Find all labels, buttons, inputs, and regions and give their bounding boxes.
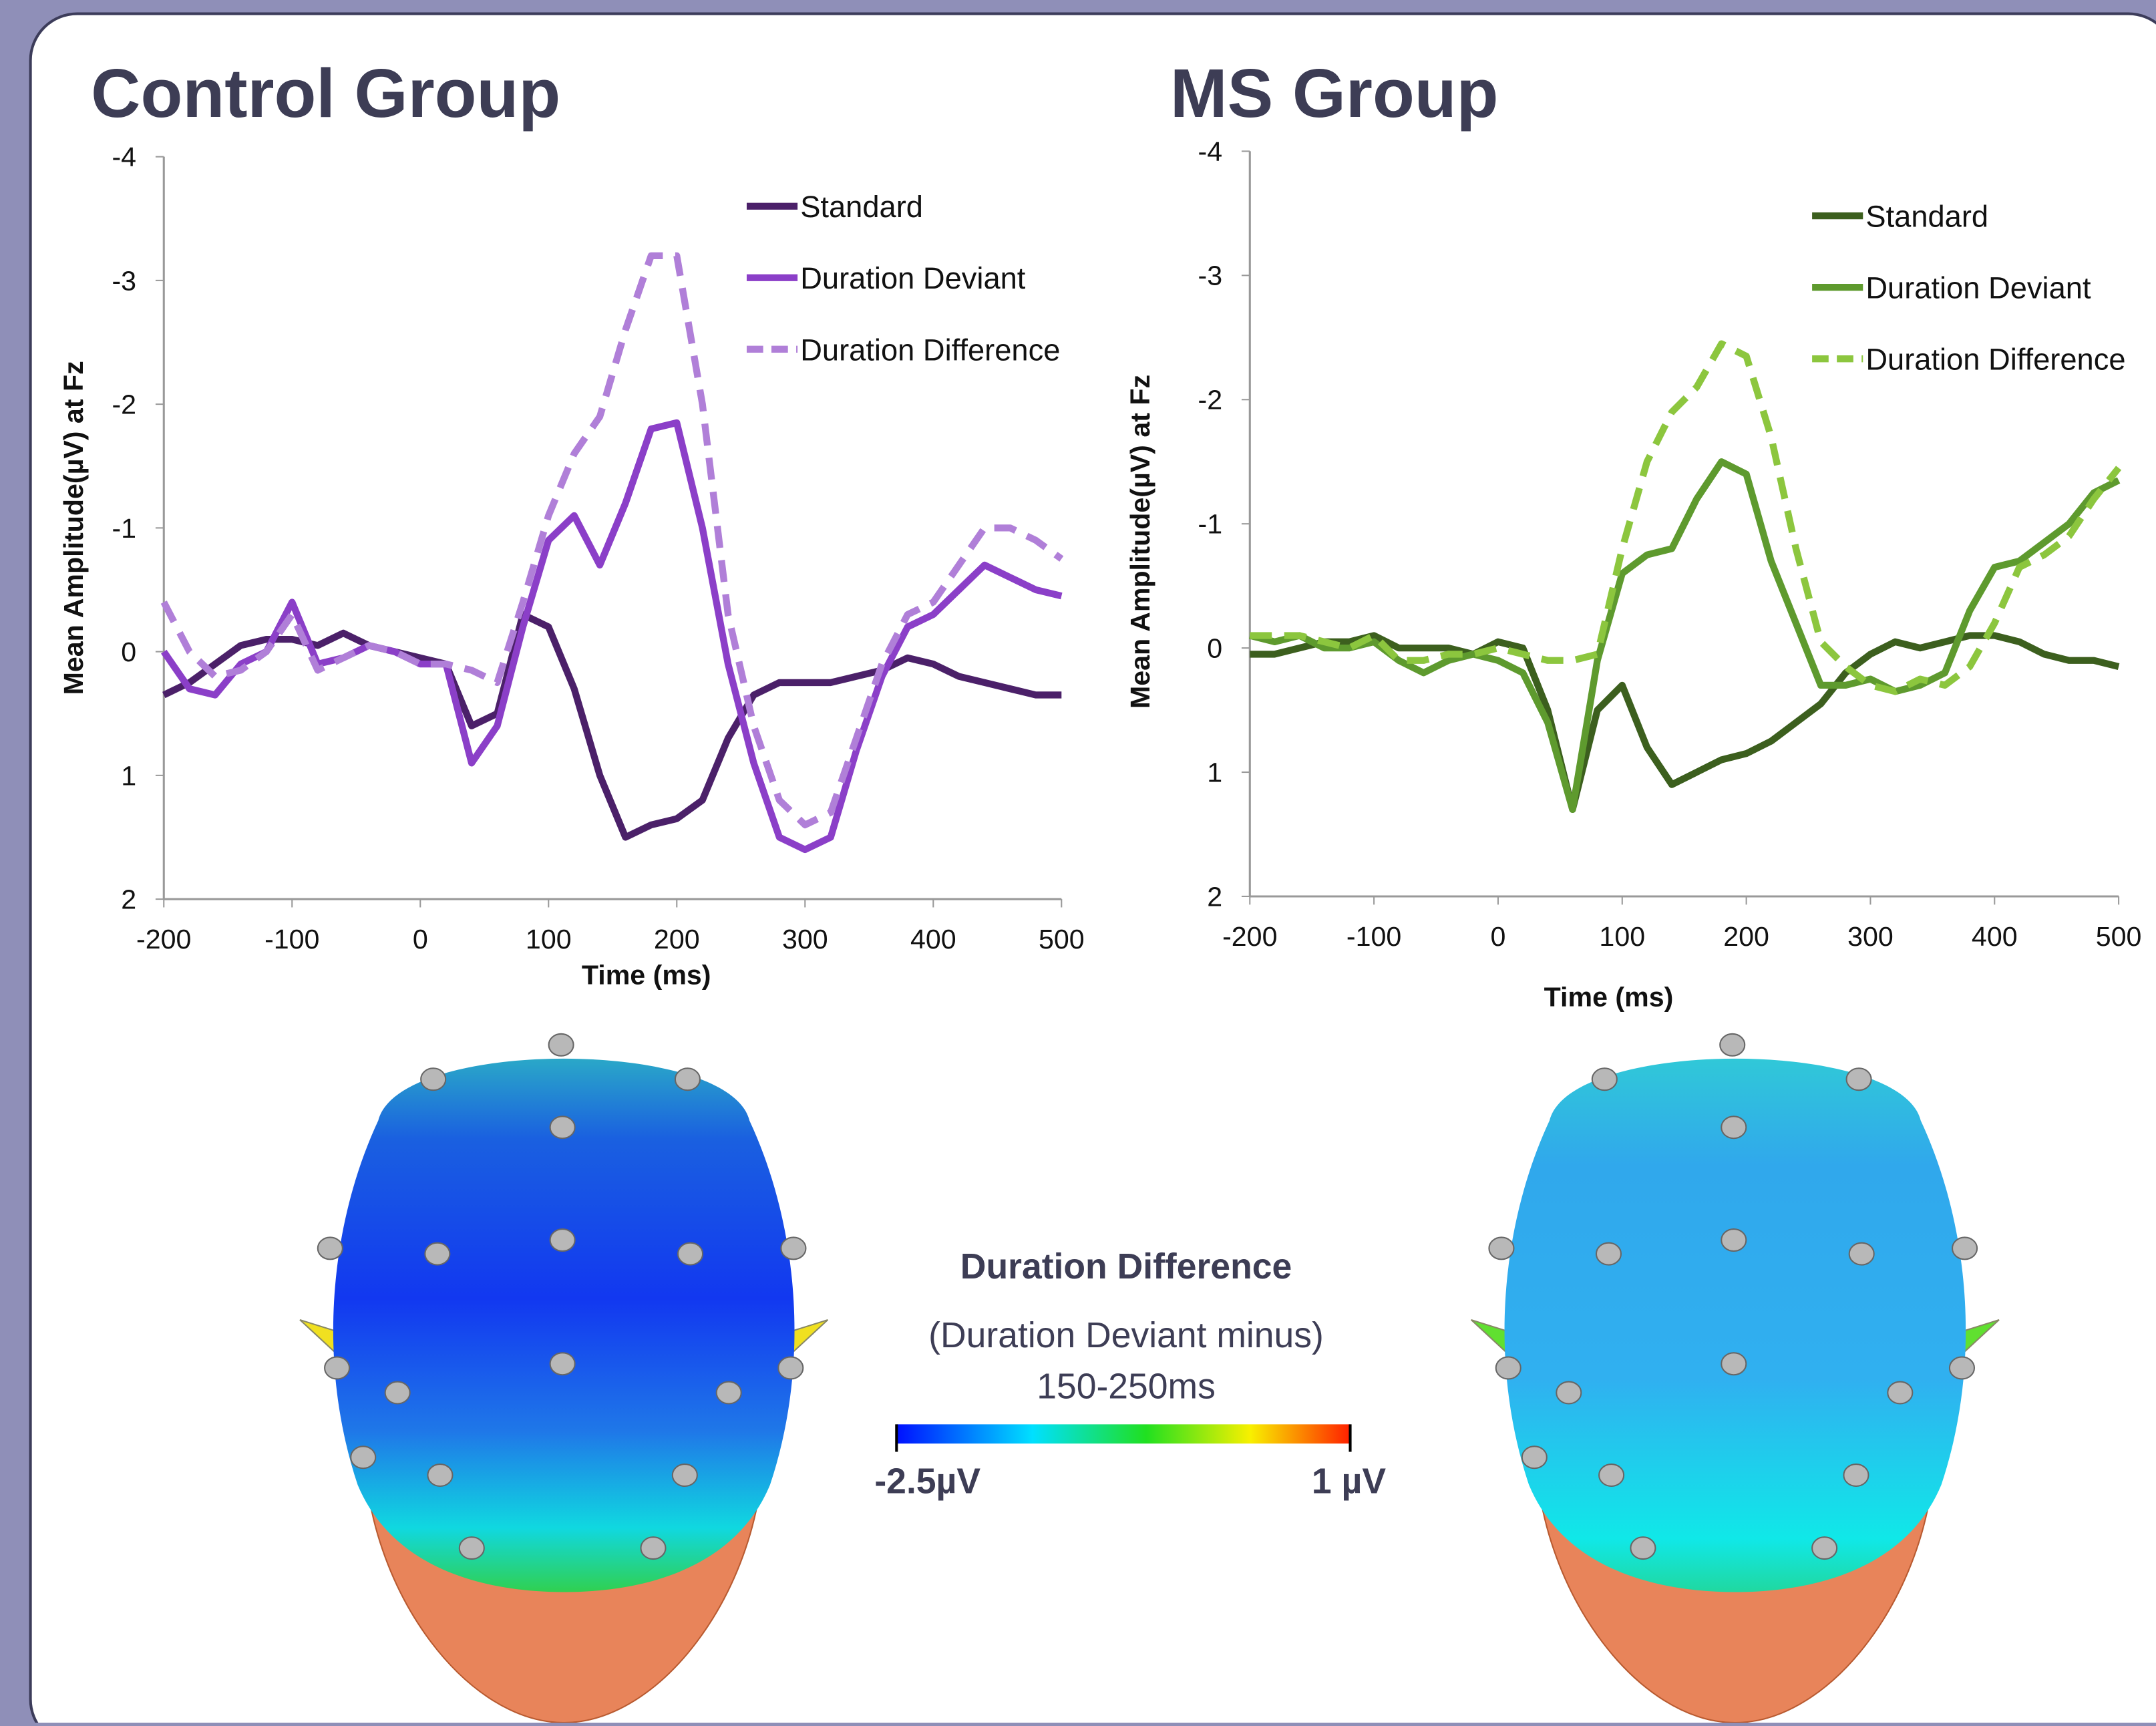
page: Control Group-4-3-2-1012-200-10001002003… <box>0 0 2156 1723</box>
electrode <box>641 1537 665 1559</box>
y-tick-label: -3 <box>1198 261 1223 291</box>
x-tick-label: 0 <box>1491 921 1506 952</box>
electrode <box>781 1237 805 1259</box>
y-tick-label: 0 <box>121 637 136 667</box>
electrode <box>550 1116 575 1138</box>
electrode <box>1847 1068 1871 1090</box>
x-tick-label: 400 <box>1972 921 2018 952</box>
x-tick-label: 400 <box>910 924 956 955</box>
electrode <box>675 1068 700 1090</box>
x-tick-label: 200 <box>1723 921 1769 952</box>
x-tick-label: 200 <box>654 924 700 955</box>
y-axis-label: Mean Amplitude(µV) at Fz <box>58 361 89 695</box>
x-tick-label: 500 <box>2096 921 2142 952</box>
x-tick-label: 0 <box>413 924 428 955</box>
topo-title: Duration Difference <box>960 1247 1292 1286</box>
legend-label: Standard <box>800 190 923 224</box>
electrode <box>385 1382 410 1404</box>
electrode <box>549 1034 574 1056</box>
x-tick-label: 300 <box>782 924 828 955</box>
topo-subtitle: (Duration Deviant minus) <box>928 1316 1324 1355</box>
electrode <box>550 1229 575 1251</box>
chart-title: Control Group <box>91 55 560 132</box>
y-tick-label: -1 <box>1198 509 1223 540</box>
legend-label: Duration Deviant <box>800 261 1026 295</box>
y-tick-label: 1 <box>121 760 136 791</box>
y-tick-label: 2 <box>1207 881 1222 912</box>
colorbar <box>896 1424 1350 1443</box>
electrode <box>1556 1382 1581 1404</box>
x-tick-label: 300 <box>1847 921 1894 952</box>
x-tick-label: -200 <box>136 924 191 955</box>
y-tick-label: -4 <box>1198 136 1223 167</box>
electrode <box>717 1382 741 1404</box>
electrode <box>1721 1229 1746 1251</box>
electrode <box>1721 1353 1746 1375</box>
electrode <box>1489 1237 1513 1259</box>
y-tick-label: -1 <box>112 513 136 544</box>
x-axis-label: Time (ms) <box>1544 982 1674 1013</box>
electrode <box>673 1464 697 1486</box>
legend-label: Duration Difference <box>800 333 1060 367</box>
colorbar-max: 1 µV <box>1312 1461 1386 1501</box>
electrode <box>1849 1243 1874 1265</box>
y-tick-label: -2 <box>1198 385 1223 415</box>
electrode <box>1496 1357 1521 1379</box>
x-axis-label: Time (ms) <box>582 960 711 991</box>
poster: Control Group-4-3-2-1012-200-10001002003… <box>0 0 2156 1723</box>
topo-window: 150-250ms <box>1037 1367 1216 1406</box>
electrode <box>1721 1116 1746 1138</box>
electrode <box>1596 1243 1621 1265</box>
x-tick-label: -100 <box>1346 921 1401 952</box>
colorbar-min: -2.5µV <box>874 1461 980 1501</box>
x-tick-label: 100 <box>1599 921 1645 952</box>
legend-label: Standard <box>1865 200 1988 234</box>
y-tick-label: 2 <box>121 884 136 915</box>
y-axis-label: Mean Amplitude(µV) at Fz <box>1125 375 1155 709</box>
electrode <box>1952 1237 1977 1259</box>
y-tick-label: -3 <box>112 265 136 296</box>
electrode <box>1720 1034 1745 1056</box>
electrode <box>425 1243 450 1265</box>
electrode <box>1599 1464 1624 1486</box>
y-tick-label: -2 <box>112 389 136 420</box>
electrode <box>427 1464 452 1486</box>
electrode <box>550 1353 575 1375</box>
electrode <box>1630 1537 1655 1559</box>
y-tick-label: 1 <box>1207 757 1222 788</box>
electrode <box>1812 1537 1837 1559</box>
electrode <box>778 1357 803 1379</box>
electrode <box>1522 1446 1547 1468</box>
electrode <box>1888 1382 1912 1404</box>
y-tick-label: 0 <box>1207 633 1222 664</box>
electrode <box>460 1537 484 1559</box>
chart-title: MS Group <box>1170 55 1499 132</box>
y-tick-label: -4 <box>112 142 136 172</box>
electrode <box>421 1068 445 1090</box>
electrode <box>1950 1357 1974 1379</box>
electrode <box>325 1357 349 1379</box>
electrode <box>318 1237 343 1259</box>
electrode <box>678 1243 703 1265</box>
x-tick-label: 100 <box>526 924 572 955</box>
electrode <box>1843 1464 1868 1486</box>
x-tick-label: -200 <box>1222 921 1277 952</box>
legend-label: Duration Deviant <box>1865 271 2091 305</box>
legend-label: Duration Difference <box>1865 343 2125 377</box>
x-tick-label: -100 <box>264 924 319 955</box>
electrode <box>351 1446 375 1468</box>
electrode <box>1592 1068 1617 1090</box>
x-tick-label: 500 <box>1039 924 1085 955</box>
